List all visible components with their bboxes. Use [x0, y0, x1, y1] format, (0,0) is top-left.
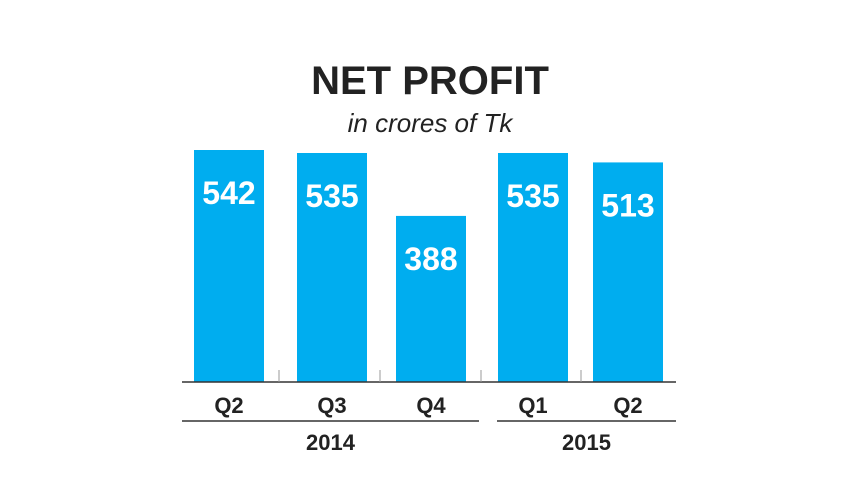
x-tick-label-4: Q1 [518, 393, 547, 418]
bar-value-label-2: 535 [305, 178, 358, 214]
bar-value-label-5: 513 [601, 187, 654, 223]
bar-4 [498, 152, 568, 382]
x-tick-label-3: Q4 [416, 393, 446, 418]
axis-layer: Q2 Q3 Q4 Q1 Q2 2014 2015 [182, 370, 676, 455]
bar-value-label-3: 388 [404, 241, 457, 277]
bar-value-label-4: 535 [506, 178, 559, 214]
bar-5 [593, 162, 663, 382]
group-label-2014: 2014 [306, 430, 356, 455]
bar-value-label-1: 542 [202, 175, 255, 211]
chart-subtitle: in crores of Tk [348, 108, 515, 138]
group-label-2015: 2015 [562, 430, 611, 455]
x-tick-label-5: Q2 [613, 393, 642, 418]
x-tick-label-1: Q2 [214, 393, 243, 418]
x-tick-label-2: Q3 [317, 393, 346, 418]
bars-layer: 542 535 388 535 513 [194, 150, 663, 382]
bar-3 [396, 215, 466, 382]
bar-2 [297, 152, 367, 382]
chart-title: NET PROFIT [311, 59, 549, 103]
bar-1 [194, 150, 264, 382]
